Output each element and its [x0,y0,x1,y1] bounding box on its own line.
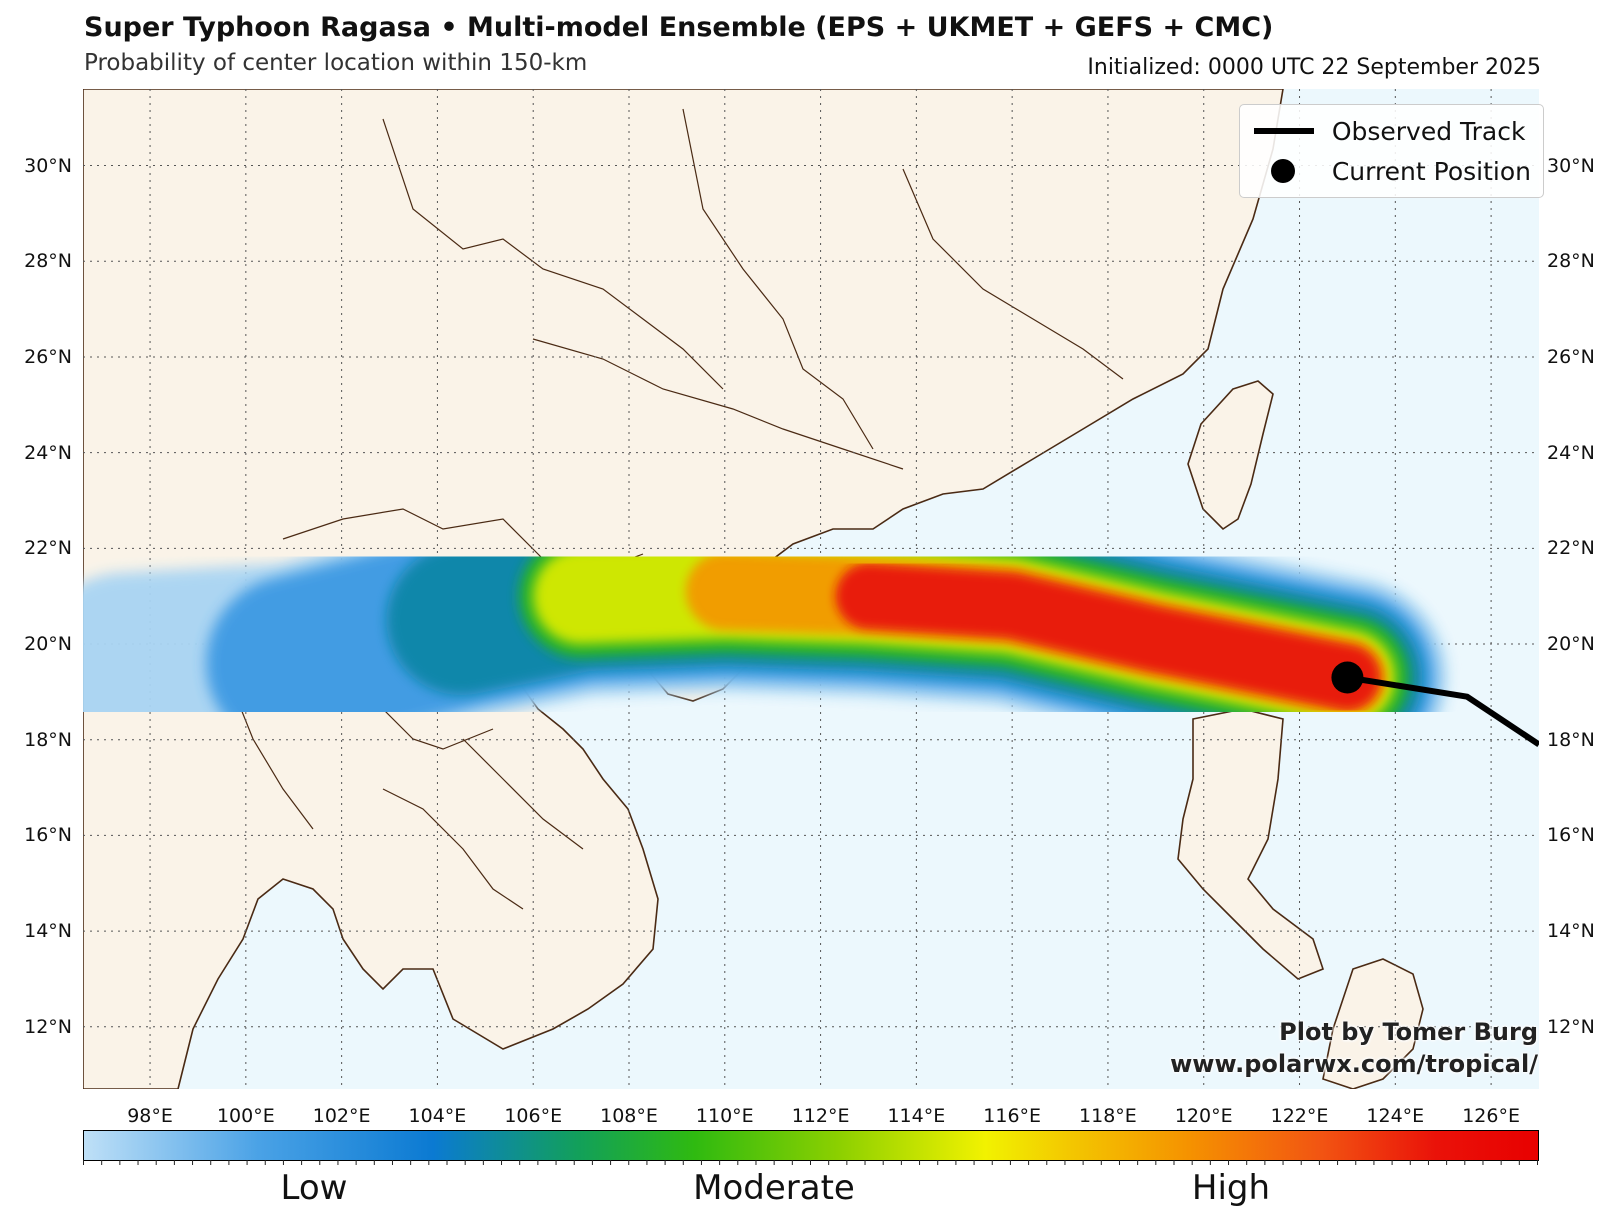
credit-author: Plot by Tomer Burg [1279,1018,1538,1046]
lat-label: 16°N [24,824,72,847]
lat-label: 26°N [24,345,72,368]
lat-label: 28°N [24,250,72,273]
lat-label: 20°N [24,633,72,656]
chart-subtitle: Probability of center location within 15… [84,50,588,76]
map-legend: Observed Track Current Position [1238,104,1544,198]
landmass-visayas [1322,958,1424,1089]
colorbar-label-high: High [1191,1168,1271,1208]
lon-label: 108°E [600,1105,658,1127]
lon-label: 104°E [408,1105,467,1127]
country-border [462,738,584,850]
lon-label: 110°E [695,1105,754,1127]
probability-colorbar [83,1130,1539,1161]
observed-track-line [1346,674,1539,747]
lon-label: 102°E [312,1105,371,1127]
lat-label: 24°N [24,441,72,464]
map-canvas [83,89,1539,1089]
lon-label: 112°E [791,1105,850,1127]
landmass-taiwan [1187,380,1274,531]
lat-label: 30°N [1547,154,1595,177]
country-border [902,168,1124,380]
colorbar-label-moderate: Moderate [693,1168,855,1208]
lat-label: 18°N [1547,728,1595,751]
legend-label: Current Position [1331,156,1531,186]
lat-label: 28°N [1547,250,1595,273]
lat-label: 18°N [24,728,72,751]
credit-url: www.polarwx.com/tropical/ [1170,1050,1538,1078]
lon-label: 106°E [504,1105,563,1127]
lon-label: 120°E [1174,1105,1233,1127]
observed-track-layer [1331,661,1539,747]
lat-label: 20°N [1547,633,1595,656]
country-border [382,118,724,390]
init-time: Initialized: 0000 UTC 22 September 2025 [1087,55,1541,80]
position-dot-icon [1250,151,1316,191]
colorbar-label-low: Low [280,1168,348,1208]
current-position-marker [1331,661,1364,694]
lon-label: 124°E [1366,1105,1425,1127]
lon-label: 118°E [1079,1105,1137,1127]
lat-label: 24°N [1547,441,1595,464]
lat-label: 30°N [24,154,72,177]
lon-label: 116°E [983,1105,1042,1127]
chart-title: Super Typhoon Ragasa • Multi-model Ensem… [84,12,1274,43]
landmass-asia [83,89,1284,1089]
legend-item-current-position: Current Position [1250,151,1531,191]
lon-label: 126°E [1462,1105,1520,1127]
legend-item-observed-track: Observed Track [1250,111,1531,151]
lat-label: 12°N [24,1015,72,1038]
lat-label: 22°N [24,537,72,560]
probability-corridor [83,491,1448,778]
lat-label: 16°N [1547,824,1595,847]
lon-label: 114°E [887,1105,946,1127]
lon-label: 98°E [127,1105,173,1127]
lat-label: 12°N [1547,1015,1595,1038]
lat-label: 22°N [1547,537,1595,560]
lat-label: 14°N [24,920,72,943]
colorbar-ticks [83,1160,1538,1165]
lon-label: 100°E [216,1105,275,1127]
prob-band-high [835,563,1381,711]
map-panel [83,89,1539,1089]
lat-label: 26°N [1547,345,1595,368]
country-border [382,788,524,910]
country-border [532,338,904,470]
country-border [682,108,874,450]
track-line-icon [1250,111,1316,151]
lon-label: 122°E [1270,1105,1329,1127]
lat-label: 14°N [1547,920,1595,943]
legend-label: Observed Track [1331,116,1526,146]
